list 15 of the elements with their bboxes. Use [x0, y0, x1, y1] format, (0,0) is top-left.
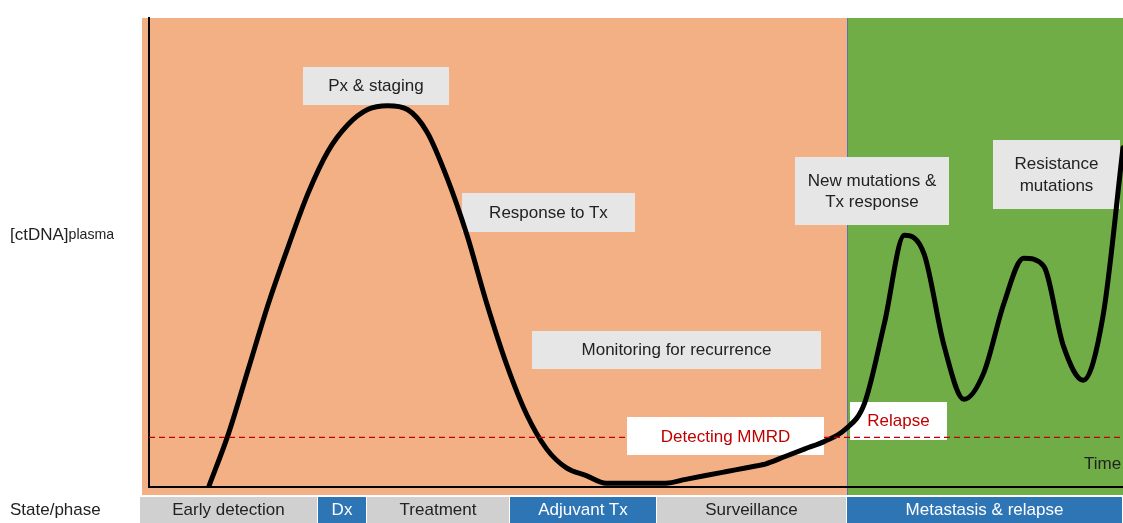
text: State/phase: [9, 499, 102, 522]
callout: Monitoring for recurrence: [532, 331, 821, 369]
callout: Surveillance: [657, 497, 847, 523]
callout: Response to Tx: [462, 193, 635, 232]
callout: Early detection: [140, 497, 318, 523]
x-axis-title: Time: [1084, 453, 1123, 476]
callout: Treatment: [367, 497, 510, 523]
callout: Detecting MMRD: [627, 417, 824, 456]
callout: Dx: [318, 497, 367, 523]
callout: Metastasis & relapse: [847, 497, 1123, 523]
callout: Px & staging: [303, 67, 449, 105]
callout: Resistance mutations: [993, 140, 1120, 209]
callout: New mutations & Tx response: [795, 157, 949, 225]
callout: Adjuvant Tx: [510, 497, 657, 523]
callout: Relapse: [850, 402, 947, 440]
